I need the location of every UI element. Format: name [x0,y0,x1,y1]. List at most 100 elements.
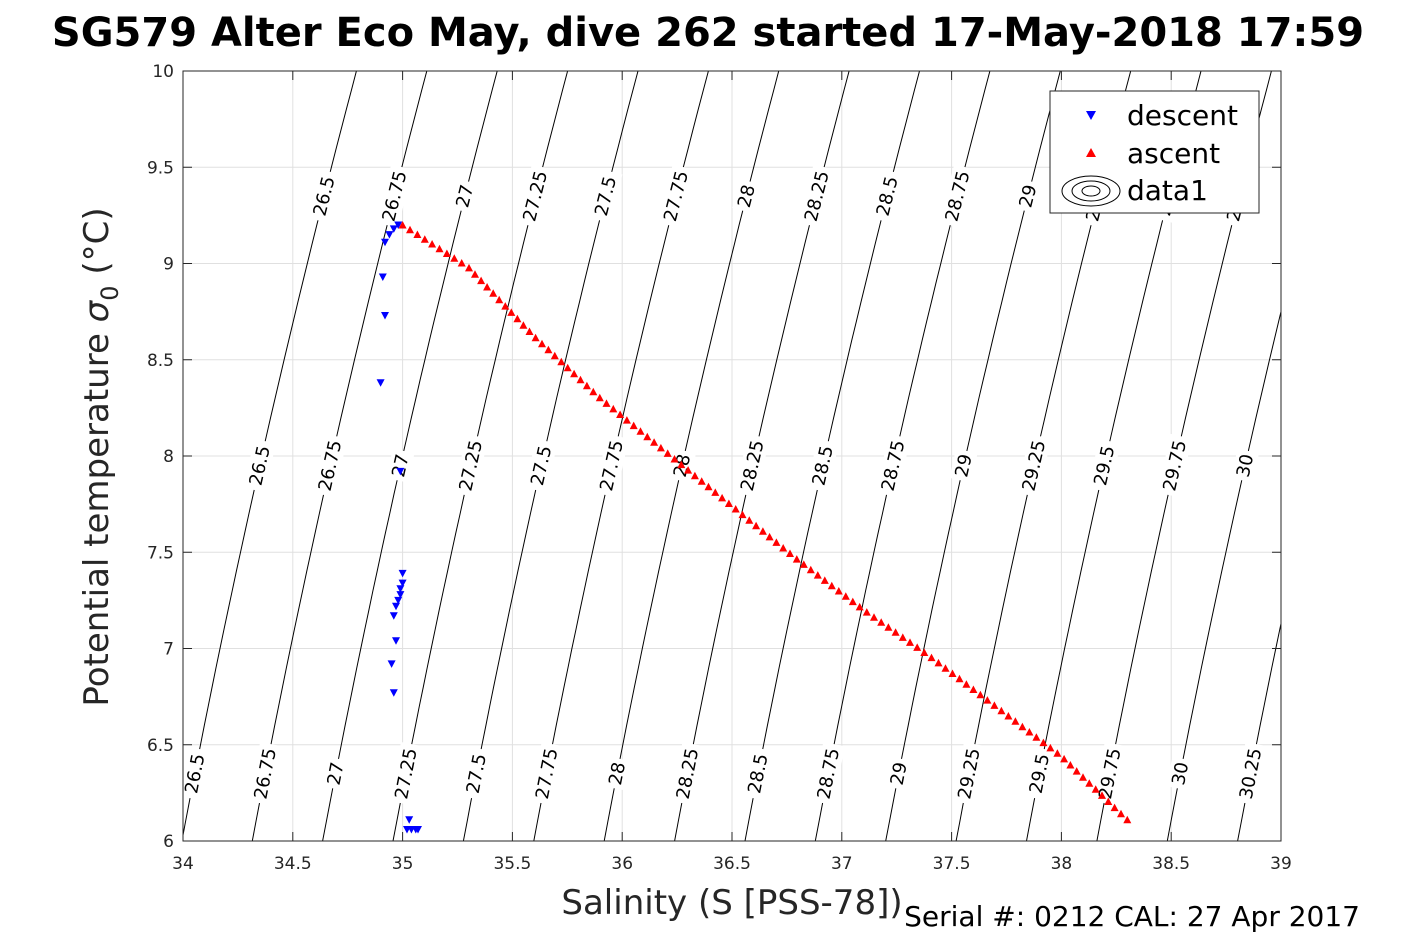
contour-label: 29.5 [1088,438,1121,493]
y-tick-label: 6 [163,832,174,852]
y-axis-label-subscript: 0 [96,285,124,300]
descent-marker [405,816,414,824]
ascent-marker [650,438,659,446]
y-axis-label-unit: (°C) [77,207,117,285]
contour-label: 30 [1166,756,1194,791]
contour-label-bg [1088,438,1121,493]
y-tick-label: 8 [163,447,174,467]
y-axis-label-main: Potential temperature [77,322,117,706]
contour-label-bg [875,433,911,498]
contour-label-bg [453,433,489,498]
ascent-marker [772,538,781,546]
ascent-marker [1066,761,1075,769]
ascent-marker [1085,779,1094,787]
contour-label: 27 [450,178,480,214]
ascent-marker [1039,738,1048,747]
contour-label: 29 [885,756,913,791]
descent-marker [394,221,403,229]
ascent-marker [576,375,585,384]
ascent-marker [513,314,522,323]
ascent-marker [420,235,429,243]
contour-label: 27.5 [460,746,492,801]
legend-label-descent: descent [1127,99,1238,132]
contour-label: 27.75 [594,433,629,498]
ascent-marker [891,628,900,636]
ascent-marker [602,399,611,407]
ascent-marker [948,669,957,677]
contour-label-bg [389,742,423,806]
contour-label-bg [870,169,904,224]
ascent-marker [531,333,540,342]
descent-marker [381,312,389,320]
ascent-marker [731,505,740,513]
ascent-marker [656,443,665,452]
ascent-marker [1117,809,1125,818]
descent-marker [389,612,398,620]
ascent-marker [471,270,479,278]
x-tick-label: 34 [172,854,194,874]
contour-label: 28 [603,756,631,791]
contour-label-bg [524,438,558,493]
ascent-marker [834,587,843,595]
ascent-marker [457,259,466,267]
x-tick-label: 36.5 [713,854,751,874]
ascent-marker [643,432,652,441]
contour-label-bg [742,746,774,801]
descent-marker [414,826,422,834]
serial-info: Serial #: 0212 CAL: 27 Apr 2017 [904,900,1360,933]
descent-marker [396,585,405,593]
ascent-marker [758,527,767,535]
ascent-marker [711,488,720,496]
ascent-marker [483,283,492,291]
ascent-marker [718,493,727,502]
ascent-marker [465,263,473,272]
y-tick-label: 10 [152,62,174,82]
contour-label-bg [1093,742,1127,806]
contour-label-text: 30 [1168,760,1193,787]
axis-ticks [182,70,1282,842]
ascent-marker [636,427,645,435]
contour-label-bg [588,169,623,224]
ascent-marker [870,613,878,621]
descent-marker [387,660,396,668]
contour-line-30.5 [1308,71,1417,841]
ascent-marker [724,499,733,507]
contour-label: 29 [949,448,978,483]
contour-label: 27 [386,448,415,483]
ascent-marker [962,680,971,688]
ascent-marker [1053,749,1062,757]
legend-marker-data1 [1061,175,1121,207]
contour-label-bg [806,438,839,493]
x-axis-label: Salinity (S [PSS-78]) [561,883,902,923]
contour-line-30.25 [1237,621,1281,841]
ascent-marker [501,302,510,310]
ascent-marker [1072,767,1081,775]
contour-label-bg [1234,742,1268,806]
ascent-marker [428,240,437,248]
ascent-marker [677,460,686,469]
contour-label-bg [386,448,415,483]
contour-label-bg [1013,178,1043,214]
ascent-marker [848,597,857,606]
ascent-marker [544,345,553,354]
ascent-marker [589,387,598,396]
ascent-marker [855,602,864,611]
ascent-marker [670,455,679,463]
descent-marker [378,273,387,281]
ascent-marker [525,327,534,335]
ascent-marker [489,289,498,297]
y-axis-label: Potential temperature σ0 (°C) [77,207,124,706]
ascent-marker [450,254,459,262]
descent-marker [394,596,403,605]
ascent-marker [884,623,893,631]
contour-label-bg [1230,448,1260,483]
contour-label-bg [949,448,978,483]
contour-label-bg [179,746,211,801]
ascent-marker [898,633,907,641]
ascent-marker [1004,712,1013,720]
ascent-marker [1091,785,1100,793]
ascent-marker [629,421,638,430]
ascent-marker [1018,722,1027,731]
descent-marker [389,225,398,233]
